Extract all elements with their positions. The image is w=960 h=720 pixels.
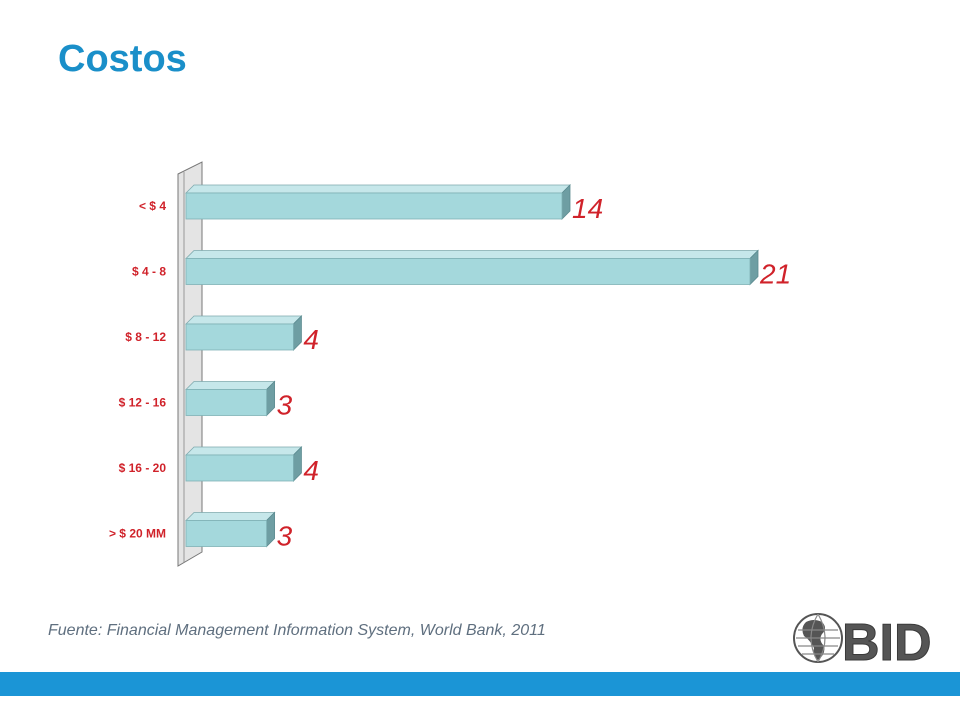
bar-front-face: [185, 454, 294, 482]
value-labels: 14 21 4 3 4 3: [277, 193, 792, 552]
value-label-2: 21: [759, 259, 791, 290]
bar-top-face: [185, 512, 276, 521]
category-label-4: $ 12 - 16: [119, 396, 167, 410]
value-label-4: 3: [277, 390, 293, 421]
value-label-1: 14: [572, 193, 603, 224]
bar-2: [185, 249, 759, 286]
bar-front-face: [185, 520, 267, 547]
globe-icon: [793, 613, 843, 663]
bar-3: [185, 315, 303, 351]
bar-top-face: [185, 184, 571, 194]
bar-top-face: [185, 446, 303, 456]
axis-wall-panel: [177, 161, 203, 567]
category-label-2: $ 4 - 8: [132, 265, 166, 279]
bar-4: [185, 380, 276, 417]
axis-wall: [177, 161, 203, 567]
page-title: Costos: [58, 38, 187, 80]
category-label-5: $ 16 - 20: [119, 461, 167, 475]
bid-logo: BID: [793, 613, 932, 666]
bar-chart: < $ 4 $ 4 - 8 $ 8 - 12 $ 12 - 16 $ 16 - 20 > …: [109, 161, 792, 567]
bar-top-face: [185, 315, 303, 325]
category-labels: < $ 4 $ 4 - 8 $ 8 - 12 $ 12 - 16 $ 16 - 20 > …: [109, 199, 166, 541]
bar-front-face: [185, 192, 563, 220]
source-note: Fuente: Financial Management Information…: [48, 622, 546, 639]
bars-group: [185, 184, 759, 548]
bar-1: [185, 184, 571, 220]
bar-6: [185, 511, 276, 548]
bar-5: [185, 446, 303, 482]
category-label-3: $ 8 - 12: [125, 330, 166, 344]
bar-front-face: [185, 389, 267, 416]
logo-text: BID: [842, 614, 932, 666]
bar-top-face: [185, 381, 276, 390]
value-label-5: 4: [303, 455, 319, 486]
value-label-6: 3: [277, 521, 293, 552]
category-label-6: > $ 20 MM: [109, 527, 166, 541]
category-label-1: < $ 4: [139, 199, 166, 213]
value-label-3: 4: [303, 324, 319, 355]
footer-bar: [0, 672, 960, 696]
bar-front-face: [185, 258, 751, 285]
bar-top-face: [185, 250, 759, 259]
bar-front-face: [185, 323, 294, 351]
